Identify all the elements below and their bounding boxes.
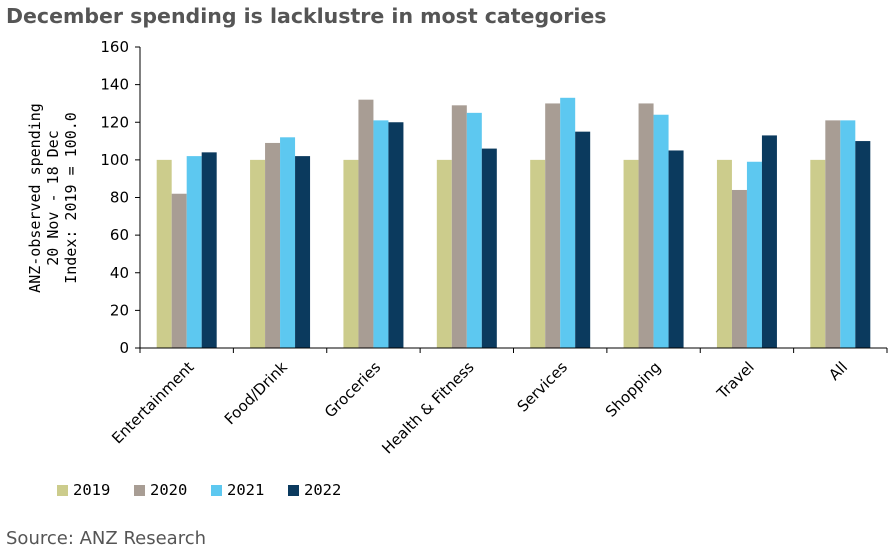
bar-2020-entertainment [171, 193, 187, 348]
y-axis-title-line: ANZ-observed spending [26, 103, 44, 293]
legend-swatch-2022 [288, 485, 299, 496]
y-tick-label: 40 [110, 264, 129, 282]
bar-chart: ANZ-observed spending 20 Nov - 18 Dec Inde… [26, 38, 888, 499]
legend-label-2020: 2020 [150, 481, 187, 499]
bar-2019-groceries [343, 159, 359, 348]
bar-2020-all [825, 120, 841, 349]
bars [156, 97, 871, 349]
bar-2021-entertainment [186, 156, 202, 348]
bar-2020-groceries [358, 99, 374, 348]
source-note: Source: ANZ Research [6, 528, 207, 549]
bar-2021-travel [746, 161, 762, 348]
bar-2019-entertainment [156, 159, 172, 348]
x-category-label: All [825, 358, 851, 384]
bar-2019-all [810, 159, 826, 348]
y-axis-title: ANZ-observed spending 20 Nov - 18 Dec Inde… [26, 103, 80, 293]
bar-2020-services [545, 103, 561, 348]
bar-2019-shopping [623, 159, 639, 348]
bar-2022-entertainment [201, 152, 217, 348]
legend: 2019 2020 2021 2022 [57, 481, 341, 499]
bar-2021-health-fitness [466, 112, 482, 348]
bar-2019-services [530, 159, 546, 348]
bar-2020-shopping [638, 103, 654, 348]
bar-2022-groceries [388, 122, 404, 348]
x-category-label: Groceries [321, 358, 384, 421]
x-category-label: Shopping [602, 358, 665, 421]
legend-label-2022: 2022 [304, 481, 341, 499]
y-tick-label: 60 [110, 226, 129, 244]
bar-2022-health-fitness [481, 148, 497, 348]
y-axis: 0 20 40 60 80 100 120 140 160 [100, 38, 141, 357]
y-tick-label: 160 [100, 38, 129, 56]
chart-title: December spending is lacklustre in most … [6, 4, 607, 28]
x-category-label: Entertainment [108, 358, 197, 447]
legend-swatch-2020 [134, 485, 145, 496]
bar-2022-food-drink [295, 156, 311, 348]
bar-2019-health-fitness [436, 159, 452, 348]
y-tick-label: 140 [100, 76, 129, 94]
bar-2021-shopping [653, 114, 669, 348]
legend-swatch-2019 [57, 485, 68, 496]
x-category-label: Health & Fitness [378, 358, 477, 457]
legend-label-2019: 2019 [73, 481, 110, 499]
bar-2020-health-fitness [451, 105, 467, 348]
x-category-label: Travel [713, 358, 758, 403]
y-tick-label: 0 [119, 339, 129, 357]
bar-2020-travel [731, 189, 747, 348]
y-tick-label: 120 [100, 113, 129, 131]
bar-2020-food-drink [265, 142, 281, 348]
bar-2021-food-drink [280, 137, 296, 348]
y-tick-label: 20 [110, 301, 129, 319]
bar-2019-food-drink [250, 159, 266, 348]
bar-2022-shopping [668, 150, 684, 348]
bar-2022-travel [761, 135, 777, 348]
bar-2021-services [560, 97, 576, 348]
y-tick-label: 80 [110, 189, 129, 207]
y-axis-title-line: 20 Nov - 18 Dec [44, 130, 62, 265]
bar-2022-all [855, 141, 871, 348]
legend-label-2021: 2021 [227, 481, 264, 499]
legend-swatch-2021 [211, 485, 222, 496]
x-category-label: Food/Drink [221, 358, 291, 428]
bar-2019-travel [716, 159, 732, 348]
bar-2022-services [575, 131, 591, 348]
bar-2021-groceries [373, 120, 389, 349]
y-tick-label: 100 [100, 151, 129, 169]
y-axis-title-line: Index: 2019 = 100.0 [62, 112, 80, 284]
x-category-label: Services [514, 358, 572, 416]
bar-2021-all [840, 120, 856, 349]
